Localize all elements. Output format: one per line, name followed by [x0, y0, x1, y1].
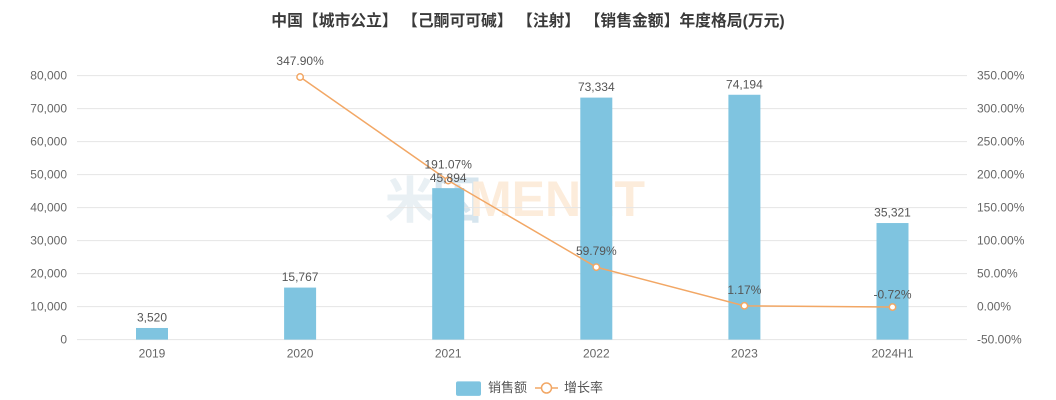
svg-text:2019: 2019 [139, 347, 166, 361]
svg-text:45,894: 45,894 [430, 171, 467, 185]
svg-text:100.00%: 100.00% [977, 234, 1025, 248]
svg-text:2022: 2022 [583, 347, 610, 361]
svg-text:2021: 2021 [435, 347, 462, 361]
svg-text:0.00%: 0.00% [977, 300, 1011, 314]
svg-text:80,000: 80,000 [30, 69, 67, 83]
svg-text:150.00%: 150.00% [977, 201, 1025, 215]
svg-text:70,000: 70,000 [30, 102, 67, 116]
svg-text:250.00%: 250.00% [977, 135, 1025, 149]
svg-text:增长率: 增长率 [564, 380, 603, 395]
svg-text:0: 0 [60, 333, 67, 347]
svg-text:3,520: 3,520 [137, 311, 167, 325]
svg-text:2020: 2020 [287, 347, 314, 361]
svg-text:MENET: MENET [470, 171, 645, 227]
svg-text:60,000: 60,000 [30, 135, 67, 149]
svg-text:191.07%: 191.07% [425, 158, 473, 172]
svg-text:59.79%: 59.79% [576, 244, 617, 258]
svg-text:74,194: 74,194 [726, 77, 763, 91]
svg-text:73,334: 73,334 [578, 80, 615, 94]
svg-text:-50.00%: -50.00% [977, 333, 1022, 347]
svg-text:2024H1: 2024H1 [871, 347, 913, 361]
svg-text:20,000: 20,000 [30, 267, 67, 281]
svg-text:15,767: 15,767 [282, 270, 319, 284]
svg-text:50.00%: 50.00% [977, 267, 1018, 281]
svg-text:347.90%: 347.90% [276, 54, 324, 68]
svg-text:10,000: 10,000 [30, 300, 67, 314]
svg-text:销售额: 销售额 [488, 380, 527, 395]
svg-text:35,321: 35,321 [874, 206, 911, 220]
svg-text:350.00%: 350.00% [977, 69, 1025, 83]
svg-text:30,000: 30,000 [30, 234, 67, 248]
svg-text:40,000: 40,000 [30, 201, 67, 215]
svg-text:米: 米 [385, 173, 435, 229]
svg-text:300.00%: 300.00% [977, 102, 1025, 116]
svg-text:2023: 2023 [731, 347, 758, 361]
svg-text:50,000: 50,000 [30, 168, 67, 182]
svg-text:1.17%: 1.17% [727, 283, 761, 297]
svg-text:-0.72%: -0.72% [873, 288, 911, 302]
svg-text:200.00%: 200.00% [977, 168, 1025, 182]
